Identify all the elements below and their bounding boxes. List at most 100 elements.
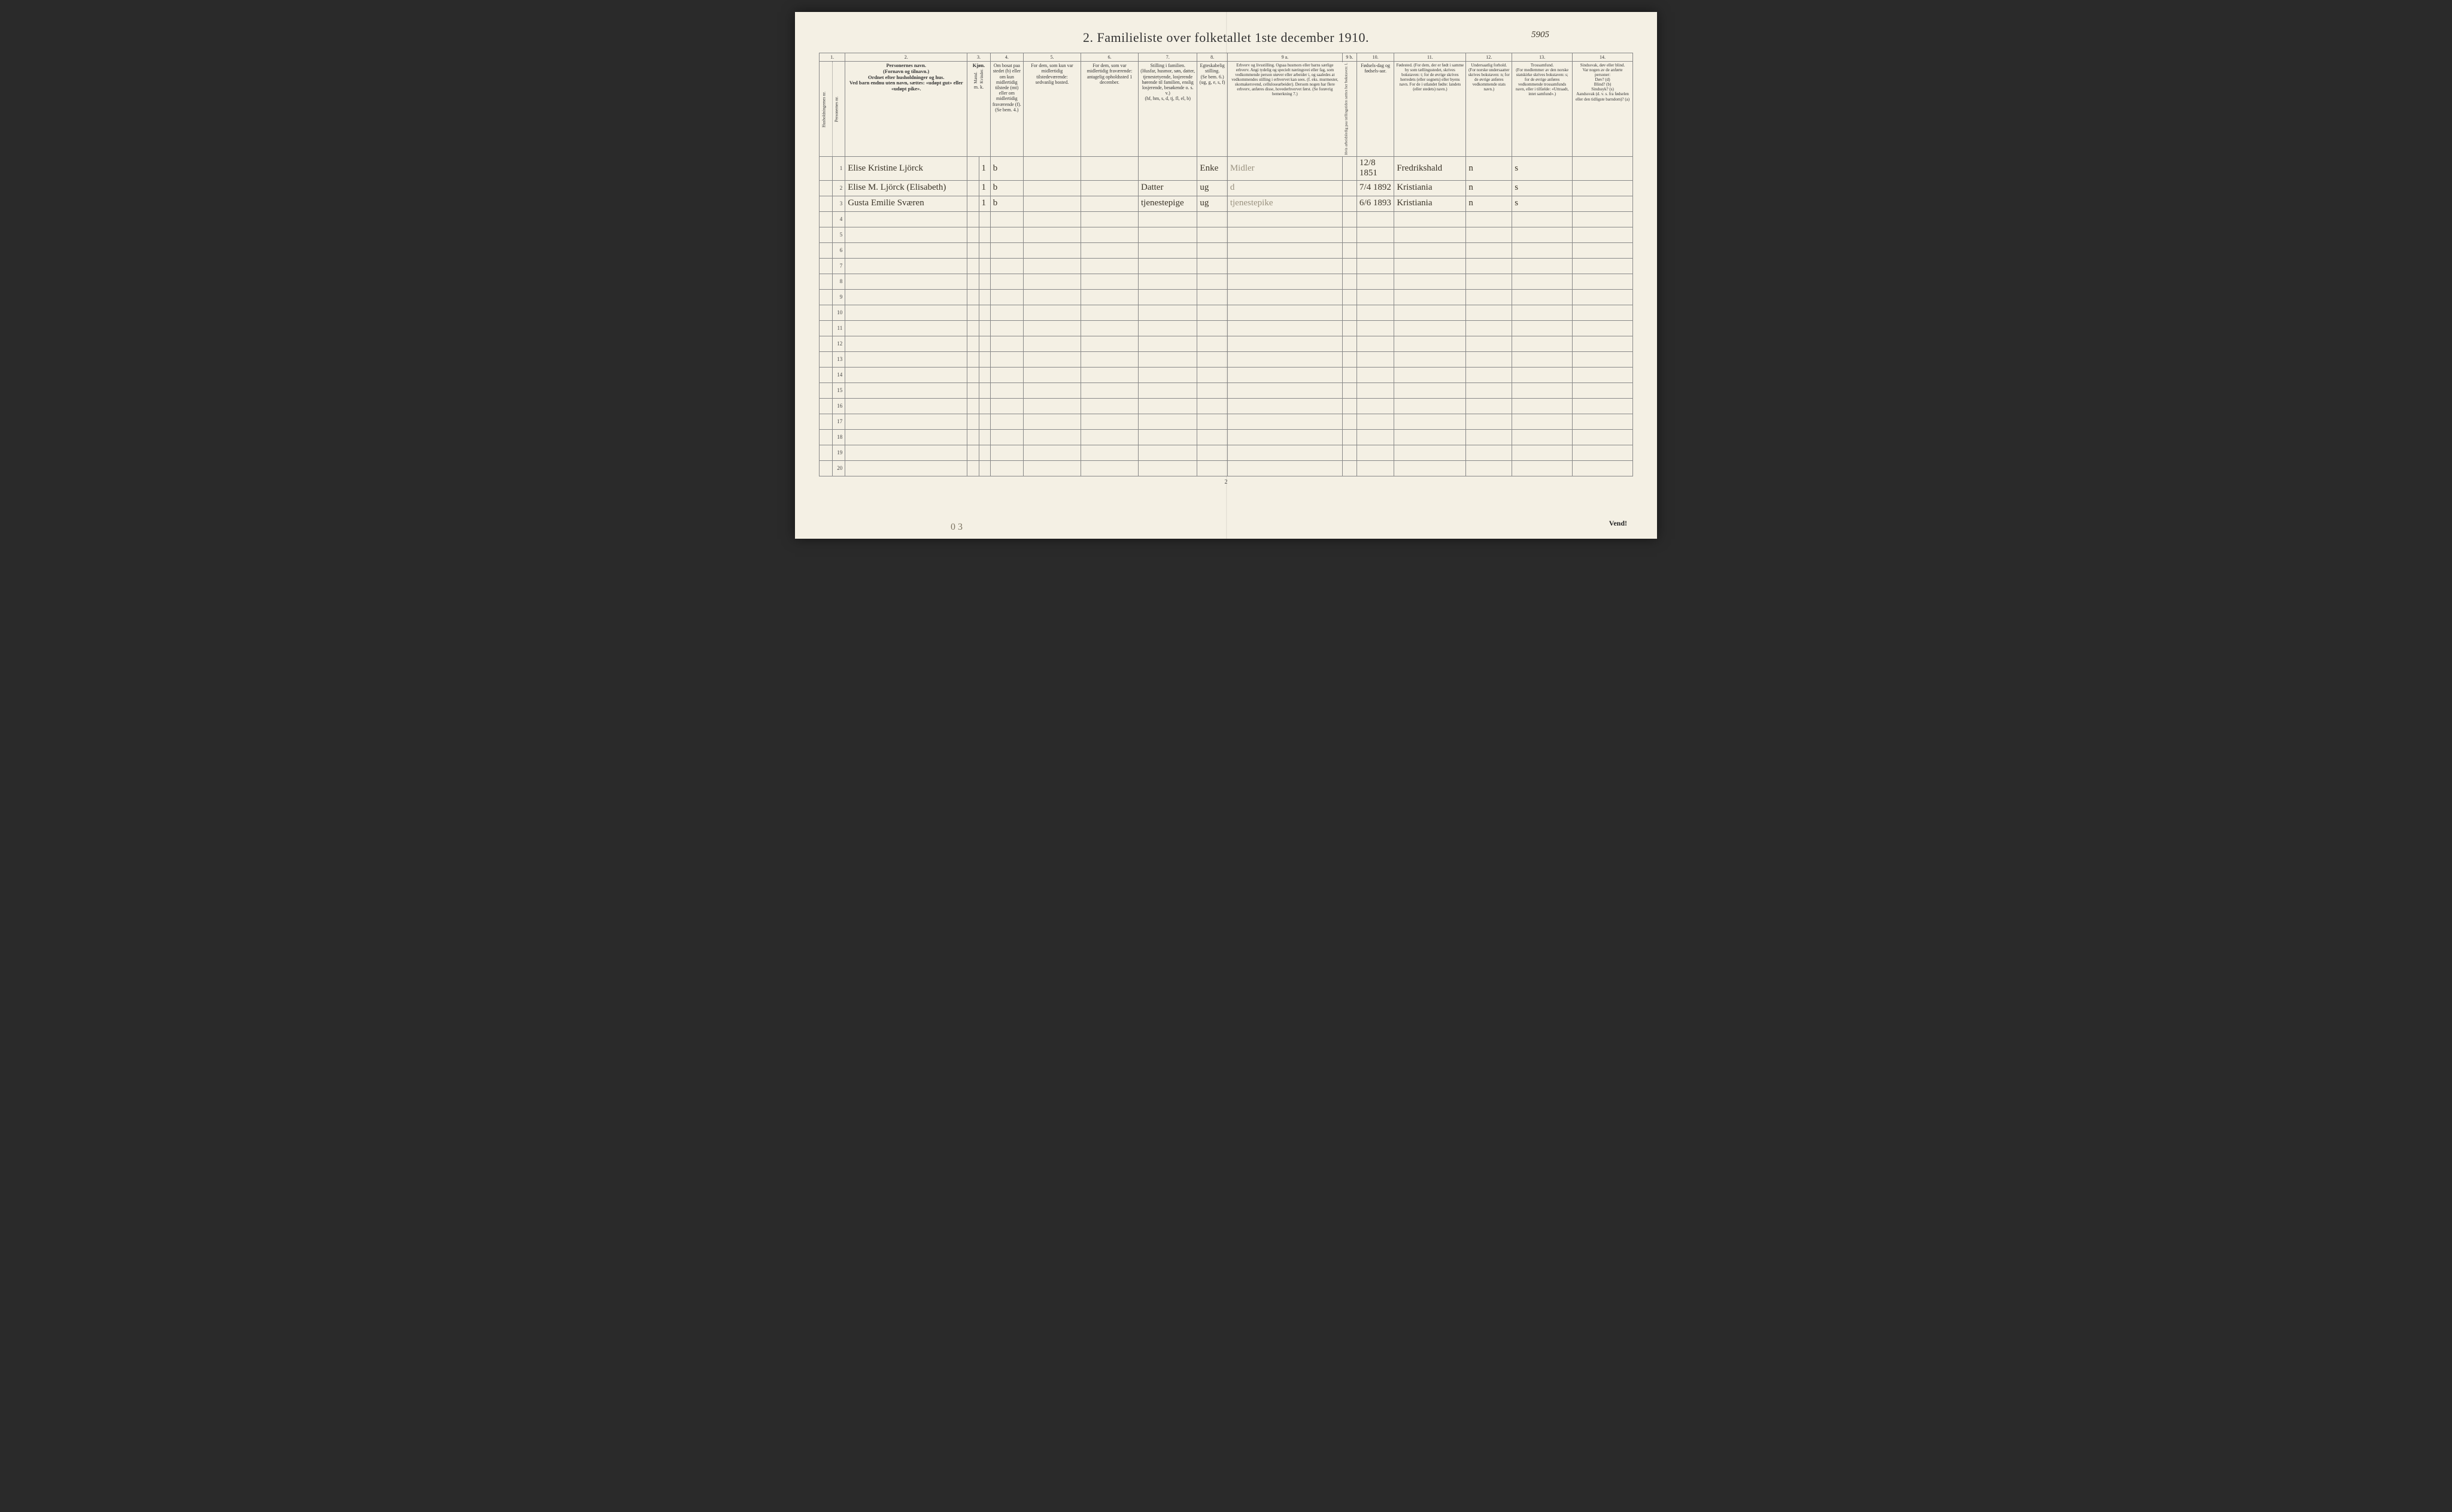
cell-bosat	[990, 367, 1023, 382]
person-num: 5	[832, 227, 845, 242]
cell-tros	[1512, 445, 1573, 460]
cell-stilling	[1138, 157, 1197, 181]
cell-sindssvak	[1573, 445, 1633, 460]
cell-undersaat	[1466, 227, 1512, 242]
cell-erhverv	[1227, 336, 1342, 351]
cell-midl-tilstede	[1023, 180, 1081, 196]
cell-fodsel: 12/8 1851	[1357, 157, 1394, 181]
colnum: 14.	[1573, 53, 1633, 62]
cell-sindssvak	[1573, 305, 1633, 320]
table-row: 15	[820, 382, 1633, 398]
cell-arbeidsledig	[1342, 445, 1357, 460]
cell-arbeidsledig	[1342, 211, 1357, 227]
cell-fodsel	[1357, 398, 1394, 414]
cell-name	[845, 258, 967, 274]
hdr-bosat: Om bosat paa stedet (b) eller om kun mid…	[990, 62, 1023, 157]
cell-fodested: Kristiania	[1394, 196, 1466, 211]
cell-midl-tilstede	[1023, 414, 1081, 429]
cell-erhverv	[1227, 289, 1342, 305]
cell-tros	[1512, 274, 1573, 289]
person-num: 6	[832, 242, 845, 258]
table-row: 3Gusta Emilie Sværen1btjenestepigeugtjen…	[820, 196, 1633, 211]
cell-name	[845, 320, 967, 336]
cell-kvinder	[979, 227, 990, 242]
cell-sindssvak	[1573, 367, 1633, 382]
hdr-kjon-label: Kjøn.	[973, 62, 985, 68]
cell-name	[845, 445, 967, 460]
hdr-mk: m. k.	[974, 84, 984, 90]
table-row: 10	[820, 305, 1633, 320]
cell-arbeidsledig	[1342, 336, 1357, 351]
cell-arbeidsledig	[1342, 180, 1357, 196]
table-row: 8	[820, 274, 1633, 289]
cell-tros	[1512, 382, 1573, 398]
cell-arbeidsledig	[1342, 157, 1357, 181]
cell-midl-frav	[1081, 305, 1138, 320]
cell-kvinder	[979, 258, 990, 274]
cell-maend	[967, 242, 979, 258]
person-num: 1	[832, 157, 845, 181]
cell-fodsel: 6/6 1893	[1357, 196, 1394, 211]
cell-midl-tilstede	[1023, 289, 1081, 305]
person-num: 9	[832, 289, 845, 305]
cell-egte: Enke	[1197, 157, 1227, 181]
cell-stilling	[1138, 351, 1197, 367]
cell-bosat: b	[990, 196, 1023, 211]
cell-egte	[1197, 336, 1227, 351]
cell-maend	[967, 445, 979, 460]
cell-undersaat	[1466, 320, 1512, 336]
hushold-num	[820, 398, 833, 414]
colnum: 5.	[1023, 53, 1081, 62]
hdr-kjon: Kjøn. Mænd. Kvinder. m. k.	[967, 62, 990, 157]
cell-tros	[1512, 398, 1573, 414]
cell-fodested	[1394, 414, 1466, 429]
cell-sindssvak	[1573, 289, 1633, 305]
table-row: 7	[820, 258, 1633, 274]
cell-maend	[967, 211, 979, 227]
cell-kvinder	[979, 320, 990, 336]
colnum: 9 a.	[1227, 53, 1342, 62]
cell-midl-frav	[1081, 429, 1138, 445]
cell-midl-frav	[1081, 180, 1138, 196]
cell-maend	[967, 180, 979, 196]
cell-midl-tilstede	[1023, 157, 1081, 181]
cell-erhverv: tjenestepike	[1227, 196, 1342, 211]
cell-maend	[967, 367, 979, 382]
cell-kvinder	[979, 460, 990, 476]
cell-fodsel	[1357, 445, 1394, 460]
hdr-maend: Mænd.	[973, 72, 978, 84]
cell-kvinder	[979, 382, 990, 398]
person-num: 12	[832, 336, 845, 351]
hdr-fodested: Fødested. (For dem, der er født i samme …	[1394, 62, 1466, 157]
cell-erhverv: Midler	[1227, 157, 1342, 181]
cell-undersaat	[1466, 429, 1512, 445]
cell-arbeidsledig	[1342, 305, 1357, 320]
cell-stilling	[1138, 305, 1197, 320]
cell-maend	[967, 157, 979, 181]
cell-sindssvak	[1573, 258, 1633, 274]
table-row: 19	[820, 445, 1633, 460]
cell-erhverv	[1227, 460, 1342, 476]
cell-egte	[1197, 445, 1227, 460]
cell-midl-frav	[1081, 445, 1138, 460]
cell-bosat	[990, 351, 1023, 367]
cell-fodsel	[1357, 258, 1394, 274]
cell-midl-tilstede	[1023, 367, 1081, 382]
cell-undersaat	[1466, 211, 1512, 227]
cell-undersaat: n	[1466, 157, 1512, 181]
cell-tros	[1512, 336, 1573, 351]
cell-fodested	[1394, 398, 1466, 414]
cell-erhverv	[1227, 382, 1342, 398]
cell-fodested	[1394, 242, 1466, 258]
cell-fodested	[1394, 289, 1466, 305]
cell-bosat	[990, 227, 1023, 242]
table-row: 1Elise Kristine Ljörck1bEnkeMidler12/8 1…	[820, 157, 1633, 181]
cell-bosat	[990, 320, 1023, 336]
cell-undersaat	[1466, 336, 1512, 351]
cell-bosat	[990, 336, 1023, 351]
cell-midl-frav	[1081, 211, 1138, 227]
cell-kvinder	[979, 289, 990, 305]
cell-maend	[967, 398, 979, 414]
cell-maend	[967, 414, 979, 429]
hushold-num	[820, 258, 833, 274]
